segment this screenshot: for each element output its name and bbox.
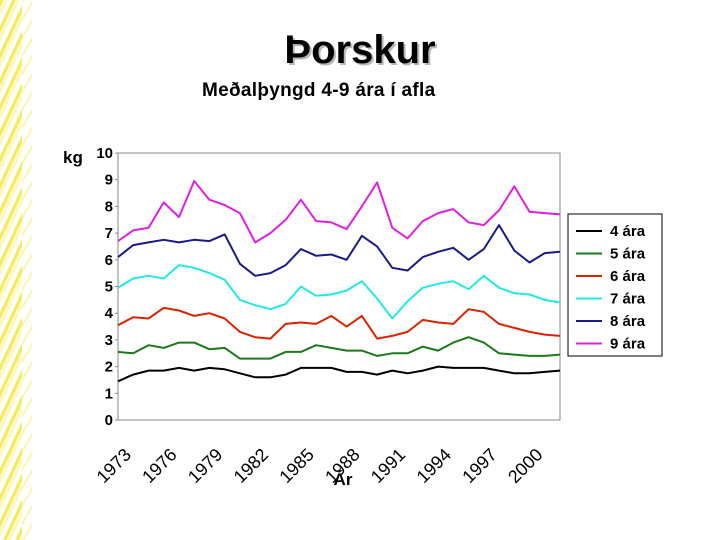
legend-label: 7 ára [610, 291, 646, 308]
x-tick-label: 1982 [230, 445, 272, 487]
y-tick-label: 7 [105, 225, 113, 242]
legend-label: 8 ára [610, 313, 646, 330]
y-tick-label: 5 [105, 279, 113, 296]
y-tick-label: 0 [105, 412, 113, 429]
y-tick-label: 4 [105, 305, 114, 322]
y-tick-label: 2 [105, 359, 113, 376]
x-tick-label: 1991 [367, 445, 409, 487]
y-tick-label: 3 [105, 332, 113, 349]
x-tick-label: 1976 [138, 445, 180, 487]
y-tick-label: 6 [105, 252, 113, 269]
y-axis-label: kg [63, 148, 83, 167]
x-axis-label: Ár [334, 470, 353, 489]
legend: 4 ára 5 ára 6 ára 7 ára 8 ára 9 ára [567, 213, 663, 357]
plot-frame [117, 152, 561, 421]
y-axis-ticks: 0 1 2 3 4 5 6 7 8 9 10 [96, 145, 118, 429]
x-tick-label: 1997 [458, 445, 500, 487]
series-line-8-ara [117, 224, 561, 277]
x-tick-label: 1985 [275, 445, 317, 487]
legend-label: 4 ára [610, 223, 646, 240]
series-line-7-ara [117, 264, 561, 320]
x-tick-label: 1979 [184, 445, 226, 487]
y-tick-label: 8 [105, 198, 113, 215]
y-tick-label: 9 [105, 172, 113, 189]
legend-label: 9 ára [610, 336, 646, 353]
legend-label: 5 ára [610, 246, 646, 263]
plot-area [117, 152, 561, 421]
legend-box [567, 213, 663, 357]
x-tick-label: 2000 [504, 445, 546, 487]
x-tick-label: 1994 [413, 445, 455, 487]
y-tick-label: 1 [105, 385, 113, 402]
decorative-stripe [0, 0, 22, 540]
legend-label: 6 ára [610, 268, 646, 285]
series-line-5-ara [117, 336, 561, 360]
decorative-stripe-inner [22, 0, 32, 540]
chart-subtitle: Meðalþyngd 4-9 ára í afla [202, 80, 436, 101]
chart-title: Þorskur [284, 28, 436, 72]
x-axis-ticks: 1973 1976 1979 1982 1985 1988 1991 1994 1997 2000 [93, 445, 547, 487]
series-line-6-ara [117, 306, 561, 340]
series-line-9-ara [117, 180, 561, 244]
y-tick-label: 10 [96, 145, 113, 162]
series-line-4-ara [117, 365, 561, 383]
x-tick-label: 1973 [93, 445, 135, 487]
